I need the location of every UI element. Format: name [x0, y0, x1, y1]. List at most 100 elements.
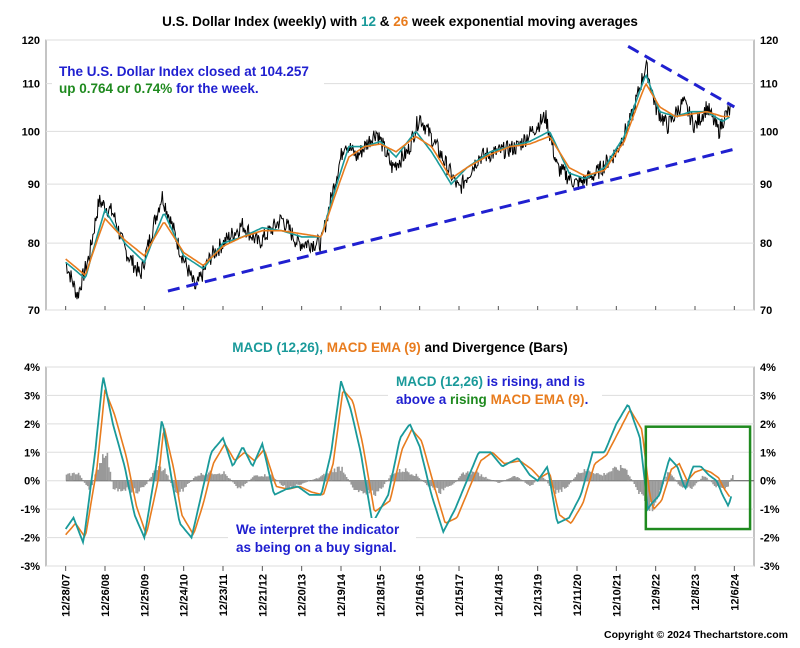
divergence-bar — [480, 474, 483, 481]
divergence-bar — [136, 480, 139, 494]
divergence-bar — [156, 470, 159, 481]
divergence-bar — [292, 480, 295, 488]
divergence-bar — [279, 480, 281, 484]
divergence-bar — [303, 480, 305, 483]
divergence-bar — [145, 480, 148, 485]
divergence-bar — [524, 480, 527, 483]
chart-title: U.S. Dollar Index (weekly) with 12 & 26 … — [162, 14, 638, 29]
divergence-bar — [268, 476, 271, 481]
divergence-bar — [663, 479, 666, 481]
divergence-bar — [436, 480, 439, 489]
x-tick-label: 12/25/09 — [139, 574, 151, 617]
x-tick-label: 12/20/13 — [297, 574, 309, 617]
divergence-bar — [189, 480, 192, 482]
divergence-bar — [430, 480, 433, 487]
divergence-bar — [359, 480, 361, 491]
divergence-bar — [291, 480, 293, 488]
divergence-bar — [486, 478, 489, 481]
price-ytick-left: 110 — [22, 79, 40, 91]
divergence-bar — [700, 478, 702, 481]
divergence-bar — [283, 480, 286, 486]
divergence-bar — [713, 480, 716, 486]
divergence-bar — [677, 480, 680, 485]
divergence-bar — [221, 473, 224, 481]
divergence-bar — [560, 480, 563, 492]
divergence-bar — [397, 472, 399, 481]
divergence-bar — [424, 480, 427, 484]
divergence-bar — [86, 480, 89, 487]
divergence-bar — [311, 480, 313, 481]
divergence-bar — [191, 480, 193, 481]
divergence-bar — [618, 470, 620, 481]
divergence-bar — [638, 480, 640, 494]
macd-ytick-right: 2% — [760, 419, 776, 431]
price-ytick-left: 120 — [22, 35, 40, 47]
divergence-bar — [96, 469, 98, 481]
divergence-bar — [491, 480, 493, 481]
macd-ytick-right: -3% — [760, 561, 780, 573]
macd-annotation-b: is rising, and is — [483, 374, 585, 389]
divergence-bar — [520, 479, 522, 481]
divergence-bar — [569, 480, 572, 483]
divergence-bar — [544, 479, 546, 481]
divergence-bar — [553, 480, 555, 489]
divergence-bar — [341, 466, 343, 481]
divergence-bar — [470, 474, 472, 481]
divergence-bar — [180, 480, 183, 489]
price-ytick-right: 120 — [760, 35, 778, 47]
divergence-bar — [97, 469, 100, 481]
divergence-bar — [335, 472, 337, 481]
divergence-bar — [288, 480, 290, 489]
divergence-bar — [150, 476, 153, 481]
divergence-bar — [414, 476, 416, 481]
divergence-bar — [377, 480, 380, 492]
divergence-bar — [439, 480, 442, 494]
divergence-bar — [306, 480, 308, 482]
divergence-bar — [444, 480, 446, 488]
divergence-bar — [114, 480, 116, 490]
divergence-bar — [665, 476, 667, 481]
divergence-bar — [622, 468, 625, 481]
divergence-bar — [441, 480, 443, 489]
divergence-bar — [173, 480, 175, 489]
divergence-bar — [218, 473, 221, 481]
divergence-bar — [295, 480, 298, 485]
subtitle-macd-ema: MACD EMA (9) — [327, 340, 421, 355]
divergence-bar — [344, 474, 346, 481]
divergence-bar — [626, 469, 628, 481]
divergence-bar — [102, 454, 104, 481]
divergence-bar — [398, 469, 401, 481]
divergence-bar — [353, 480, 355, 490]
divergence-bar — [124, 480, 127, 491]
divergence-bar — [188, 480, 190, 483]
divergence-bar — [535, 480, 537, 482]
price-annotation-bg — [52, 58, 324, 98]
macd-ytick-left: 0% — [24, 476, 40, 488]
divergence-bar — [583, 469, 586, 481]
divergence-bar — [364, 480, 366, 493]
divergence-bar — [149, 478, 151, 481]
divergence-bar — [388, 478, 390, 481]
divergence-bar — [262, 476, 265, 481]
divergence-bar — [197, 475, 199, 481]
divergence-bar — [286, 480, 289, 488]
divergence-bar — [629, 476, 631, 481]
signal-annotation-line2: as being on a buy signal. — [236, 540, 397, 555]
macd-ytick-right: -1% — [760, 504, 780, 516]
signal-annotation: We interpret the indicator as being on a… — [228, 518, 416, 558]
divergence-bar — [238, 480, 240, 488]
divergence-bar — [250, 478, 252, 481]
divergence-bar — [415, 473, 418, 481]
divergence-bar — [264, 474, 266, 481]
divergence-bar — [468, 473, 471, 481]
divergence-bar — [261, 476, 263, 481]
divergence-bar — [463, 474, 466, 481]
divergence-bar — [586, 469, 589, 481]
x-tick-label: 12/15/17 — [454, 574, 466, 617]
price-ytick-left: 70 — [28, 305, 40, 317]
divergence-bar — [271, 476, 274, 481]
x-tick-label: 12/24/10 — [179, 574, 191, 617]
divergence-bar — [85, 480, 87, 485]
divergence-bar — [400, 472, 402, 481]
divergence-bar — [683, 480, 686, 487]
